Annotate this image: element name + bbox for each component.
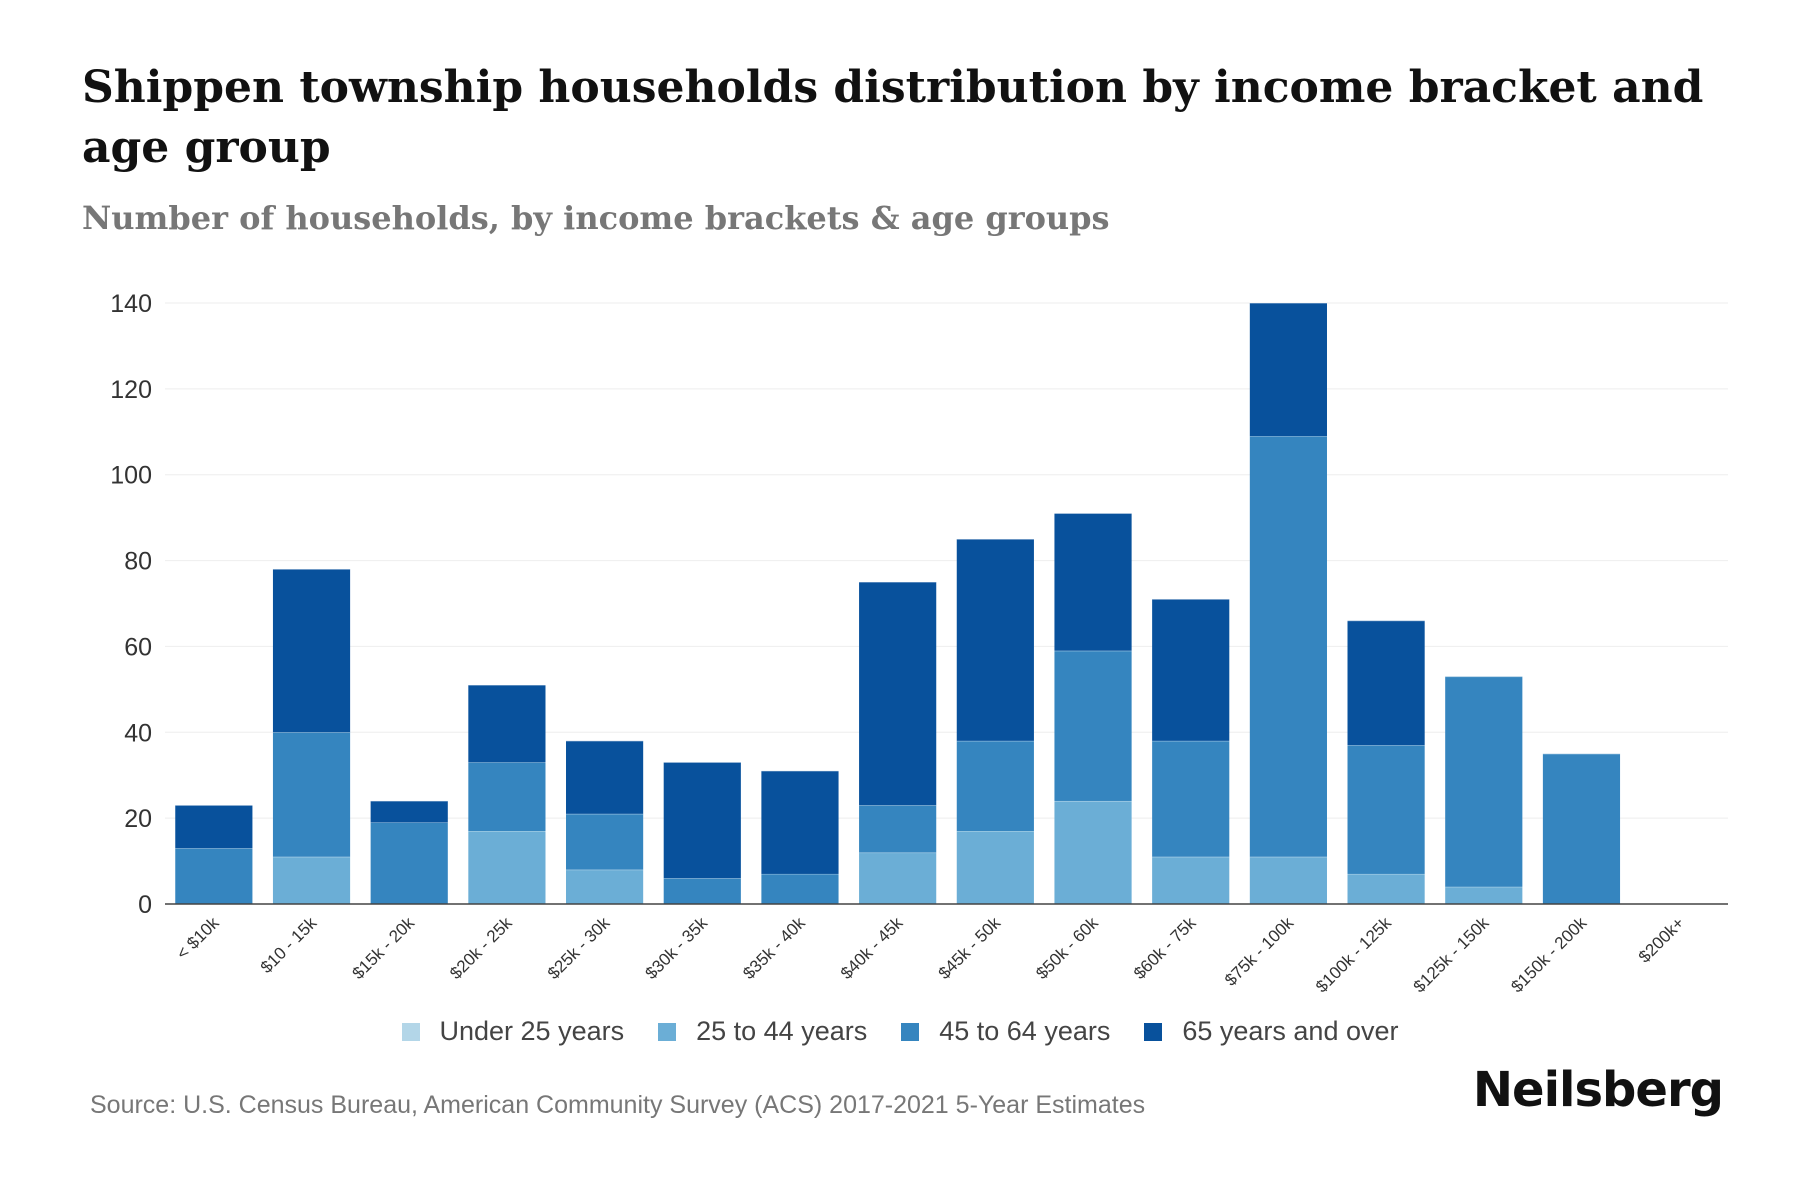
bar-segment (1347, 745, 1425, 874)
bar-segment (1054, 650, 1132, 801)
bar-segment (956, 740, 1034, 832)
y-tick-label: 40 (124, 719, 152, 747)
legend-swatch (1144, 1022, 1163, 1041)
bar-segment (468, 685, 546, 763)
x-tick-label: $25k - 30k (544, 913, 614, 983)
bar-segment (566, 869, 644, 904)
legend-swatch (658, 1022, 677, 1041)
bar-segment (956, 539, 1034, 741)
bar-segment (272, 856, 351, 904)
x-tick-label: $150k - 200k (1507, 913, 1590, 996)
bar-segment (859, 582, 937, 806)
bar-segment (859, 852, 937, 904)
legend-label: 45 to 64 years (939, 1016, 1111, 1046)
x-tick-label: < $10k (173, 913, 223, 963)
bar-segment (1445, 676, 1523, 887)
x-tick-label: $75k - 100k (1221, 913, 1298, 990)
legend-item: 45 to 64 years (901, 1016, 1110, 1047)
x-tick-label: $40k - 45k (837, 913, 907, 983)
bar-segment (370, 822, 448, 904)
x-tick-label: $10 - 15k (257, 913, 321, 977)
chart-title: Shippen township households distribution… (82, 62, 1704, 173)
legend-label: Under 25 years (439, 1016, 625, 1046)
chart-subtitle: Number of households, by income brackets… (82, 199, 1110, 237)
bar-segment (956, 831, 1034, 904)
bar-segment (761, 770, 839, 874)
bar-segment (663, 762, 741, 879)
bar-segment (761, 873, 839, 904)
x-tick-label: $35k - 40k (739, 913, 809, 983)
x-tick-label: $200k+ (1635, 913, 1688, 966)
y-tick-label: 20 (124, 805, 152, 833)
bar-segment (566, 740, 644, 814)
chart-legend: Under 25 years 25 to 44 years 45 to 64 yea… (0, 1016, 1800, 1047)
x-tick-label: $20k - 25k (446, 913, 516, 983)
x-tick-label: $125k - 150k (1410, 913, 1493, 996)
bar-segment (566, 813, 644, 870)
bar-segment (859, 805, 937, 853)
legend-item: Under 25 years (401, 1016, 625, 1047)
bar-segment (1249, 303, 1327, 437)
legend-swatch (901, 1022, 920, 1041)
legend-label: 25 to 44 years (696, 1016, 868, 1046)
legend-item: 25 to 44 years (658, 1016, 867, 1047)
legend-item: 65 years and over (1144, 1016, 1399, 1047)
y-tick-label: 100 (110, 462, 152, 490)
brand-logo: Neilsberg (1472, 1062, 1724, 1118)
legend-swatch (401, 1022, 420, 1041)
x-tick-label: $50k - 60k (1032, 913, 1102, 983)
bar-segment (175, 848, 253, 904)
bar-segment (175, 805, 253, 849)
y-tick-label: 140 (110, 290, 152, 318)
bar-segment (1152, 740, 1230, 857)
bar-segment (1152, 599, 1230, 741)
bar-segment (1054, 800, 1132, 904)
bar-segment (1249, 436, 1327, 857)
y-tick-label: 60 (124, 633, 152, 661)
bar-segment (272, 732, 351, 857)
bar-segment (1249, 856, 1327, 904)
stacked-bar-chart: 0 20 40 60 80 100 120 140 < $10k $10 - 15k $15k - … (110, 290, 1728, 996)
bar-segment (1347, 620, 1425, 746)
bar-segment (370, 800, 448, 823)
y-tick-label: 0 (138, 891, 152, 919)
bar-segment (468, 762, 546, 832)
bar-segment (1054, 513, 1132, 651)
x-tick-label: $45k - 50k (935, 913, 1005, 983)
bar-segment (1347, 873, 1425, 904)
x-tick-label: $15k - 20k (348, 913, 418, 983)
legend-label: 65 years and over (1182, 1016, 1399, 1046)
y-tick-label: 120 (110, 376, 152, 404)
bar-segment (1445, 886, 1523, 904)
bar-segment (468, 831, 546, 904)
x-tick-label: $60k - 75k (1130, 913, 1200, 983)
bar-segment (272, 569, 351, 733)
x-tick-label: $100k - 125k (1312, 913, 1395, 996)
y-tick-label: 80 (124, 548, 152, 576)
x-tick-label: $30k - 35k (642, 913, 712, 983)
source-note: Source: U.S. Census Bureau, American Com… (90, 1091, 1146, 1119)
bar-segment (663, 878, 741, 904)
bar-segment (1542, 753, 1621, 904)
bar-segment (1152, 856, 1230, 904)
